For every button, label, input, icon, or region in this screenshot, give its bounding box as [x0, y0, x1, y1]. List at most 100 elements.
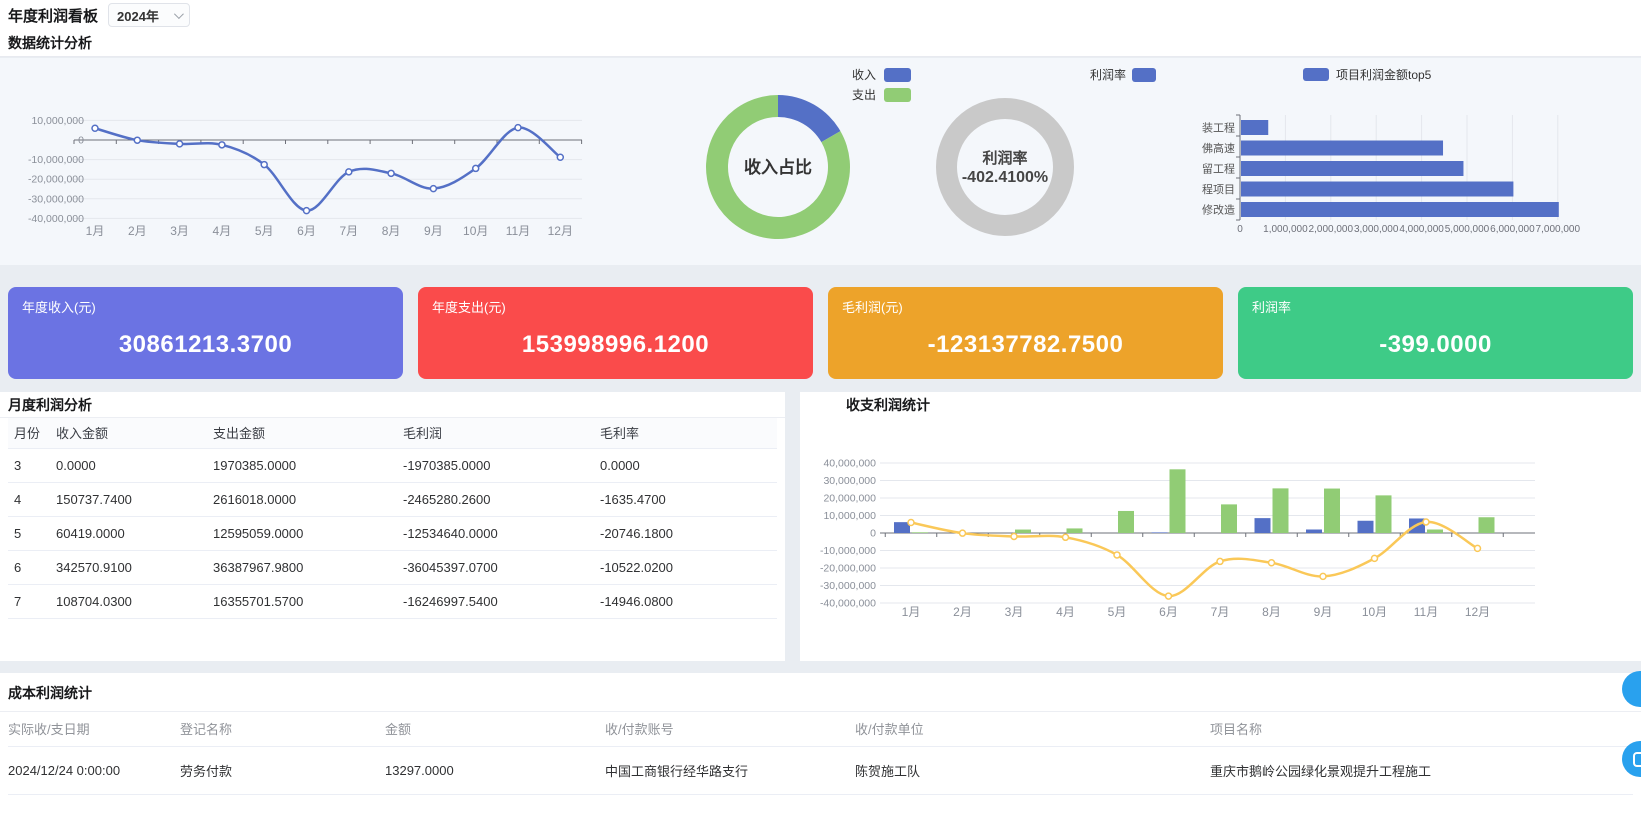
kpi-card-annual-expense: 年度支出(元) 153998996.1200 [418, 287, 813, 379]
income-ratio-donut-chart: 收入占比 [706, 95, 850, 239]
column-header: 收入金额 [50, 418, 207, 449]
svg-text:2月: 2月 [128, 224, 147, 238]
svg-text:-40,000,000: -40,000,000 [28, 213, 84, 225]
svg-text:7,000,000: 7,000,000 [1536, 224, 1581, 235]
stats-section-header: 数据统计分析 [0, 30, 1641, 57]
svg-text:5,000,000: 5,000,000 [1445, 224, 1490, 235]
kpi-card-label: 年度支出(元) [432, 300, 506, 315]
svg-text:0: 0 [1237, 224, 1243, 235]
table-cell: 108704.0300 [50, 584, 207, 619]
svg-text:装工程: 装工程 [1202, 122, 1235, 135]
svg-text:8月: 8月 [1262, 605, 1281, 619]
column-header: 金额 [385, 712, 605, 747]
svg-text:-30,000,000: -30,000,000 [28, 193, 84, 205]
svg-text:9月: 9月 [424, 224, 443, 238]
column-header: 项目名称 [1210, 712, 1633, 747]
svg-text:4月: 4月 [1056, 605, 1075, 619]
svg-text:留工程: 留工程 [1202, 163, 1235, 176]
svg-text:支出: 支出 [852, 88, 876, 102]
table-row: 6 342570.9100 36387967.9800 -36045397.0700-… [8, 550, 777, 585]
svg-text:项目利润金额top5: 项目利润金额top5 [1336, 67, 1432, 82]
svg-text:收入占比: 收入占比 [744, 157, 812, 177]
table-header-row: 月份 收入金额 支出金额 毛利润 毛利率 [8, 418, 777, 449]
svg-text:4月: 4月 [213, 224, 232, 238]
column-header: 月份 [8, 418, 50, 449]
svg-text:4,000,000: 4,000,000 [1399, 224, 1444, 235]
table-header-row: 实际收/支日期 登记名称 金额 收/付款账号 收/付款单位 项目名称 [8, 712, 1633, 747]
table-cell: 16355701.5700 [207, 584, 397, 619]
svg-text:程项目: 程项目 [1202, 183, 1235, 196]
column-header: 实际收/支日期 [8, 712, 180, 747]
middle-row: 月度利润分析 月份 收入金额 支出金额 毛利润 毛利率 3 0.0000 1970385.00… [0, 392, 1641, 661]
svg-text:9月: 9月 [1314, 605, 1333, 619]
svg-text:-20,000,000: -20,000,000 [820, 563, 876, 575]
svg-text:30,000,000: 30,000,000 [823, 475, 876, 487]
svg-text:10月: 10月 [1362, 605, 1387, 619]
monthly-profit-line-chart: 10,000,000 0 -10,000,000 -20,000,000 -30,000… [28, 115, 583, 238]
svg-text:6月: 6月 [1159, 605, 1178, 619]
svg-text:12月: 12月 [548, 224, 573, 238]
svg-text:6,000,000: 6,000,000 [1490, 224, 1535, 235]
table-row: 7 108704.0300 16355701.5700 -16246997.5400-… [8, 584, 777, 619]
svg-text:1,000,000: 1,000,000 [1263, 224, 1308, 235]
svg-text:1月: 1月 [902, 605, 921, 619]
table-cell: -14946.0800 [594, 584, 777, 619]
kpi-card-value: 153998996.1200 [521, 331, 710, 358]
svg-text:-10,000,000: -10,000,000 [28, 154, 84, 166]
column-header: 收/付款单位 [855, 712, 1210, 747]
stats-charts-svg: 10,000,000 0 -10,000,000 -20,000,000 -30,000… [28, 67, 1581, 239]
svg-text:40,000,000: 40,000,000 [823, 458, 876, 470]
table-row: 4 150737.7400 2616018.0000 -2465280.2600 -16… [8, 482, 777, 517]
float-button-upper[interactable] [1622, 671, 1641, 707]
project-profit-top5-chart: 0 1,000,000 2,000,000 3,000,000 4,000,000 5,0… [1202, 114, 1581, 235]
svg-text:3,000,000: 3,000,000 [1354, 224, 1399, 235]
svg-text:0: 0 [78, 135, 84, 147]
svg-text:收入: 收入 [852, 68, 876, 82]
table-cell: -2465280.2600 [397, 482, 594, 517]
table-cell: 12595059.0000 [207, 516, 397, 551]
table-row: 2024/12/24 0:00:00 劳务付款 13297.0000 中国工商银行经华… [8, 746, 1633, 795]
column-header: 毛利率 [594, 418, 777, 449]
svg-text:5月: 5月 [1108, 605, 1127, 619]
monthly-table-title: 月度利润分析 [0, 392, 785, 418]
profit-rate-legend[interactable]: 利润率 [1090, 67, 1156, 82]
income-expense-chart-svg: 40,000,000 30,000,000 20,000,000 10,000,000… [820, 458, 1535, 619]
svg-text:10,000,000: 10,000,000 [31, 115, 84, 127]
table-cell: 2024/12/24 0:00:00 [8, 746, 180, 795]
table-cell: 5 [8, 516, 50, 551]
stats-charts-area: 10,000,000 0 -10,000,000 -20,000,000 -30,000… [0, 58, 1641, 265]
table-cell: 342570.9100 [50, 550, 207, 585]
cost-profit-table: 实际收/支日期 登记名称 金额 收/付款账号 收/付款单位 项目名称 2024/12/24 … [8, 712, 1633, 795]
cost-profit-section: 成本利润统计 实际收/支日期 登记名称 金额 收/付款账号 收/付款单位 项目名称 2024… [0, 673, 1641, 821]
table-row: 3 0.0000 1970385.0000 -1970385.0000 0.0000 [8, 448, 777, 483]
year-select-value: 2024年 [117, 8, 159, 24]
project-profit-top5-legend[interactable]: 项目利润金额top5 [1303, 67, 1432, 82]
svg-text:-10,000,000: -10,000,000 [820, 545, 876, 557]
column-header: 支出金额 [207, 418, 397, 449]
table-cell: 4 [8, 482, 50, 517]
float-button-lower[interactable] [1622, 741, 1641, 777]
svg-text:7月: 7月 [339, 224, 358, 238]
svg-text:2月: 2月 [953, 605, 972, 619]
svg-text:2,000,000: 2,000,000 [1309, 224, 1354, 235]
kpi-card-label: 年度收入(元) [22, 300, 96, 315]
svg-text:11月: 11月 [1414, 605, 1438, 619]
table-cell: 1970385.0000 [207, 448, 397, 483]
svg-text:-30,000,000: -30,000,000 [820, 580, 876, 592]
income-expense-panel: 40,000,000 30,000,000 20,000,000 10,000,000… [800, 392, 1641, 661]
table-cell: 3 [8, 448, 50, 483]
svg-text:10月: 10月 [463, 224, 488, 238]
svg-text:3月: 3月 [1005, 605, 1024, 619]
table-cell: -12534640.0000 [397, 516, 594, 551]
table-cell: -36045397.0700 [397, 550, 594, 585]
svg-text:利润率: 利润率 [1090, 67, 1126, 82]
year-select[interactable]: 2024年 [108, 3, 191, 27]
table-cell: 6 [8, 550, 50, 585]
table-cell: -20746.1800 [594, 516, 777, 551]
table-cell: 中国工商银行经华路支行 [605, 746, 855, 795]
top-bar: 年度利润看板 2024年 [0, 0, 1641, 30]
svg-text:6月: 6月 [297, 224, 316, 238]
svg-text:3月: 3月 [170, 224, 189, 238]
svg-text:11月: 11月 [506, 224, 530, 238]
